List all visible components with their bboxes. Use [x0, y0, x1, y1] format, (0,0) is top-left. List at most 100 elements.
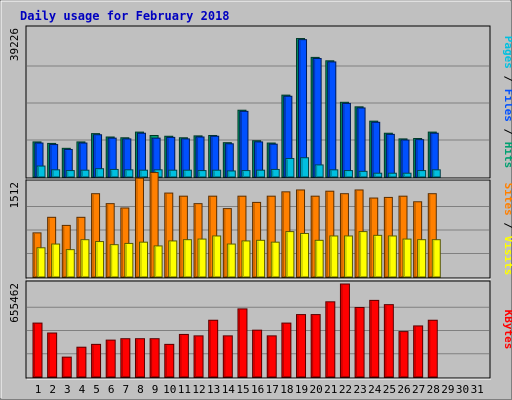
bar-kbytes-day-19	[296, 314, 307, 378]
x-tick-label: 30	[456, 383, 469, 396]
series-label-part: /	[502, 216, 512, 236]
x-tick-label: 8	[137, 383, 144, 396]
bar-kbytes-day-18	[281, 322, 292, 378]
bar-kbytes-day-7	[120, 338, 131, 378]
bar-kbytes-day-24	[369, 299, 380, 378]
x-tick-label: 28	[427, 383, 440, 396]
bar-sites-day-10	[168, 240, 178, 278]
bar-sites-day-22	[343, 235, 353, 278]
x-tick-label: 25	[383, 383, 396, 396]
series-label: Sites / Visits	[502, 183, 512, 276]
bar-pages-day-19	[300, 157, 310, 178]
bar-pages-day-25	[387, 172, 397, 178]
series-label-part: Sites	[502, 183, 512, 216]
bar-sites-day-6	[109, 244, 119, 278]
x-tick-label: 19	[295, 383, 308, 396]
bar-pages-day-28	[431, 169, 441, 178]
bar-sites-day-23	[358, 231, 368, 278]
bar-kbytes-day-16	[252, 329, 263, 378]
x-tick-label: 24	[368, 383, 382, 396]
bar-pages-day-23	[358, 170, 368, 178]
bar-kbytes-day-3	[61, 356, 72, 378]
bar-kbytes-day-26	[398, 331, 409, 378]
bar-pages-day-4	[80, 169, 90, 178]
x-tick-label: 22	[339, 383, 352, 396]
x-tick-label: 7	[123, 383, 130, 396]
bar-sites-day-5	[95, 241, 105, 278]
series-label-part: Visits	[502, 236, 512, 276]
x-tick-label: 15	[236, 383, 249, 396]
x-tick-label: 3	[64, 383, 71, 396]
x-tick-label: 13	[207, 383, 220, 396]
bar-sites-day-11	[182, 239, 192, 278]
x-tick-label: 20	[310, 383, 323, 396]
x-tick-label: 17	[266, 383, 279, 396]
bar-pages-day-14	[226, 170, 236, 178]
series-sites	[36, 231, 441, 278]
series-label-part: Pages	[502, 36, 512, 69]
series-label-part: KBytes	[502, 310, 512, 350]
bar-kbytes-day-22	[339, 283, 350, 378]
series-label-part: Files	[502, 89, 512, 122]
series-label-part: /	[502, 69, 512, 89]
y-max-label: 655462	[8, 283, 21, 323]
x-tick-label: 2	[49, 383, 56, 396]
series-label: KBytes	[502, 310, 512, 350]
series-label-part: Hits	[502, 142, 512, 169]
chart-panels: 39226 Pages / Files / Hits 1512 Sites / Vis…	[8, 25, 512, 380]
x-tick-label: 26	[397, 383, 410, 396]
bar-pages-day-5	[95, 168, 105, 178]
x-tick-label: 1	[35, 383, 42, 396]
bar-kbytes-day-14	[222, 335, 233, 378]
bar-pages-day-21	[329, 169, 339, 178]
bar-sites-day-1	[36, 247, 46, 278]
bar-kbytes-day-28	[427, 319, 438, 378]
chart-title: Daily usage for February 2018	[20, 9, 230, 23]
bar-kbytes-day-5	[91, 343, 102, 378]
bar-pages-day-15	[241, 170, 251, 178]
bar-pages-day-22	[343, 170, 353, 178]
bar-sites-day-7	[124, 242, 134, 278]
x-tick-label: 23	[353, 383, 366, 396]
bar-sites-day-27	[417, 239, 427, 278]
bar-sites-day-15	[241, 240, 251, 278]
bar-sites-day-17	[270, 241, 280, 278]
bar-kbytes-day-27	[413, 325, 424, 378]
bar-pages-day-10	[168, 169, 178, 178]
bar-pages-day-3	[65, 170, 75, 178]
series-kbytes	[32, 283, 438, 378]
series-label-part: /	[502, 122, 512, 142]
bar-sites-day-13	[212, 235, 222, 278]
bar-kbytes-day-9	[149, 338, 160, 378]
bar-sites-day-20	[314, 239, 324, 278]
bar-sites-day-16	[256, 239, 266, 278]
x-tick-label: 11	[178, 383, 191, 396]
bar-pages-day-17	[270, 168, 280, 178]
bar-kbytes-day-25	[383, 304, 394, 378]
bar-pages-day-2	[51, 169, 61, 178]
bar-sites-day-9	[153, 245, 163, 278]
bar-pages-day-1	[36, 165, 46, 178]
bar-pages-day-24	[373, 172, 383, 178]
series-files	[34, 39, 439, 178]
panel-visits: 1512 Sites / Visits	[8, 172, 512, 280]
bar-kbytes-day-8	[134, 338, 145, 378]
x-tick-label: 16	[251, 383, 264, 396]
bar-kbytes-day-21	[325, 301, 336, 378]
bar-pages-day-20	[314, 164, 324, 178]
bar-sites-day-4	[80, 239, 90, 278]
x-tick-label: 31	[471, 383, 484, 396]
bar-sites-day-19	[300, 232, 310, 278]
bar-sites-day-12	[197, 238, 207, 278]
bar-kbytes-day-4	[76, 346, 87, 378]
bar-kbytes-day-10	[164, 343, 175, 378]
y-max-label: 39226	[8, 28, 21, 61]
bar-kbytes-day-23	[354, 306, 365, 378]
bar-sites-day-2	[51, 243, 61, 278]
bar-sites-day-3	[65, 249, 75, 278]
x-tick-label: 29	[441, 383, 454, 396]
bar-kbytes-day-1	[32, 322, 43, 378]
x-tick-label: 14	[222, 383, 236, 396]
bar-kbytes-day-2	[47, 332, 58, 378]
y-max-label: 1512	[8, 182, 21, 209]
